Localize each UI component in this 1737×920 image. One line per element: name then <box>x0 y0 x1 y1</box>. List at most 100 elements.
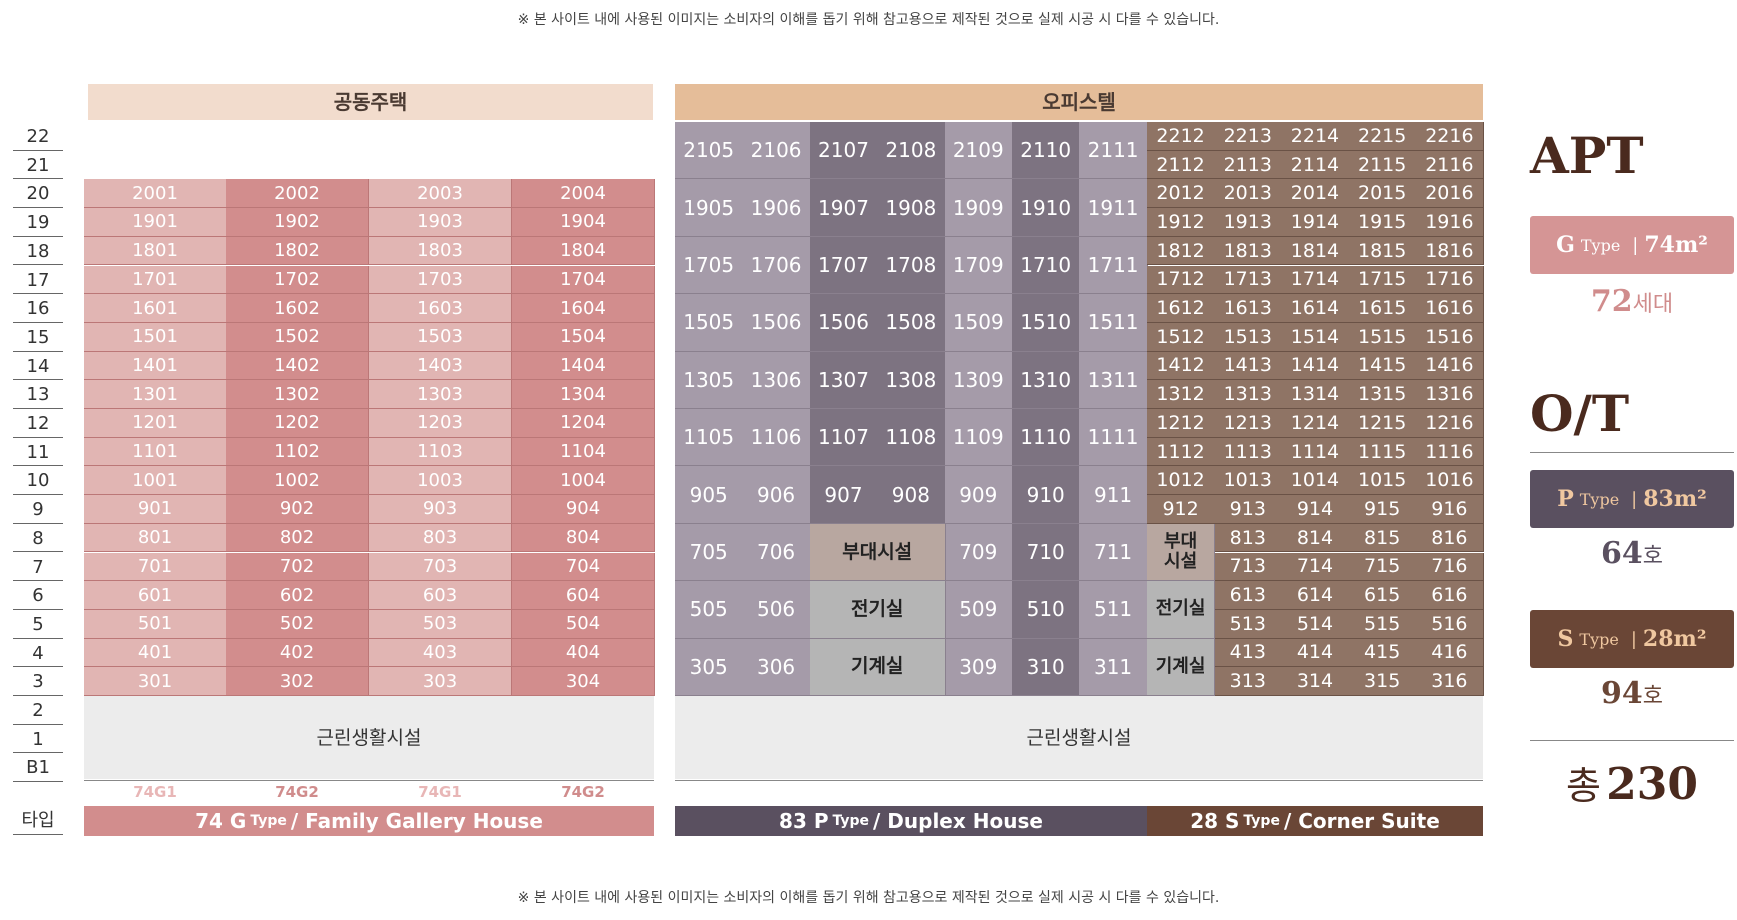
apt-unit-cell: 1403 <box>369 351 512 381</box>
ot-duplex-unit: 2107 <box>809 122 879 180</box>
ot-suite-unit: 1812 <box>1147 236 1216 266</box>
ot-duplex-unit: 1707 <box>809 236 879 295</box>
ot-suite-unit: 1614 <box>1281 294 1350 323</box>
ot-suite-unit: 816 <box>1415 523 1484 553</box>
ot-duplex-unit: 2111 <box>1079 122 1148 180</box>
apt-unit-cell: 901 <box>84 495 227 524</box>
ot-suite-unit: 2215 <box>1348 122 1417 151</box>
ot-facility: 전기실 <box>809 581 946 639</box>
apt-unit-cell: 1103 <box>369 437 512 467</box>
apt-unit-cell: 1701 <box>84 265 227 295</box>
g-badge-letter: G <box>1556 232 1575 258</box>
apt-unit-cell: 2002 <box>226 179 369 209</box>
p-count-num: 64 <box>1601 536 1643 571</box>
ot-duplex-unit: 1511 <box>1079 294 1148 352</box>
ot-duplex-unit: 1107 <box>809 409 879 467</box>
ot-duplex-unit: 311 <box>1079 638 1148 696</box>
floor-label: 16 <box>13 294 63 323</box>
ot-suite-unit: 514 <box>1281 609 1350 639</box>
ot-suite-unit: 1013 <box>1214 466 1283 496</box>
ot-suite-unit: 416 <box>1415 638 1484 668</box>
apt-unit-cell: 403 <box>369 638 512 668</box>
apt-unit-cell: 1304 <box>512 380 655 409</box>
ot-duplex-unit: 506 <box>742 581 811 639</box>
ot-divider <box>675 780 1483 781</box>
ot-suite-unit: 1416 <box>1415 351 1484 381</box>
apt-unit-cell: 1904 <box>512 208 655 237</box>
ot-duplex-unit: 2105 <box>675 122 744 180</box>
apt-unit-cell: 603 <box>369 581 512 610</box>
ot-suite-unit: 2112 <box>1147 150 1216 180</box>
ot-duplex-unit: 1305 <box>675 351 744 409</box>
p-type-badge: P Type | 83m² <box>1530 470 1734 528</box>
ot-suite-unit: 1414 <box>1281 351 1350 381</box>
ot-suite-unit: 713 <box>1214 552 1283 582</box>
ot-suite-facility: 기계실 <box>1147 638 1216 696</box>
ot-suite-unit: 1014 <box>1281 466 1350 496</box>
apt-unit-cell: 1404 <box>512 351 655 381</box>
p-type-rest: / Duplex House <box>873 809 1043 833</box>
ot-suite-unit: 1514 <box>1281 322 1350 352</box>
ot-suite-unit: 314 <box>1281 667 1350 696</box>
ot-duplex-unit: 710 <box>1012 523 1081 582</box>
ot-title: O/T <box>1530 384 1630 443</box>
apt-unit-cell: 902 <box>226 495 369 524</box>
floor-label: 6 <box>13 581 63 610</box>
apt-unit-cell: 1603 <box>369 294 512 323</box>
ot-duplex-unit: 910 <box>1012 466 1081 524</box>
total-count: 총 230 <box>1530 755 1734 810</box>
ot-duplex-unit: 905 <box>675 466 744 524</box>
apt-unit-cell: 2003 <box>369 179 512 209</box>
ot-suite-unit: 1113 <box>1214 437 1283 467</box>
ot-suite-unit: 1312 <box>1147 380 1216 409</box>
g-count-num: 72 <box>1590 284 1633 319</box>
apt-unit-cell: 304 <box>512 667 655 696</box>
ot-duplex-unit: 1110 <box>1012 409 1081 467</box>
apt-unit-cell: 2001 <box>84 179 227 209</box>
apt-unit-cell: 1302 <box>226 380 369 409</box>
ot-suite-unit: 1112 <box>1147 437 1216 467</box>
ot-suite-unit: 1016 <box>1415 466 1484 496</box>
floor-label: 20 <box>13 179 63 209</box>
s-type-rest: / Corner Suite <box>1283 809 1440 833</box>
ot-suite-unit: 715 <box>1348 552 1417 582</box>
apt-type-rest: / Family Gallery House <box>290 809 543 833</box>
apt-column-type: 74G1 <box>418 783 462 801</box>
ot-duplex-unit: 1311 <box>1079 351 1148 409</box>
ot-duplex-unit: 1910 <box>1012 179 1081 237</box>
ot-facility: 부대시설 <box>809 523 946 582</box>
ot-duplex-unit: 1709 <box>944 236 1013 295</box>
ot-suite-unit: 316 <box>1415 667 1484 696</box>
apt-unit-cell: 1803 <box>369 236 512 266</box>
ot-suite-unit: 916 <box>1415 495 1484 524</box>
ot-suite-unit: 1114 <box>1281 437 1350 467</box>
ot-suite-unit: 315 <box>1348 667 1417 696</box>
ot-duplex-unit: 1906 <box>742 179 811 237</box>
ot-duplex-unit: 909 <box>944 466 1013 524</box>
apt-unit-cell: 702 <box>226 552 369 582</box>
apt-unit-cell: 1804 <box>512 236 655 266</box>
apt-unit-cell: 402 <box>226 638 369 668</box>
apt-unit-cell: 1601 <box>84 294 227 323</box>
apt-unit-cell: 1303 <box>369 380 512 409</box>
ot-duplex-unit: 1907 <box>809 179 879 237</box>
ot-suite-facility: 전기실 <box>1147 581 1216 639</box>
ot-suite-unit: 2116 <box>1415 150 1484 180</box>
ot-suite-unit: 1214 <box>1281 409 1350 438</box>
ot-duplex-unit: 1106 <box>742 409 811 467</box>
ot-suite-unit: 1212 <box>1147 409 1216 438</box>
ot-suite-unit: 1315 <box>1348 380 1417 409</box>
ot-suite-unit: 1516 <box>1415 322 1484 352</box>
ot-suite-unit: 1012 <box>1147 466 1216 496</box>
ot-suite-unit: 813 <box>1214 523 1283 553</box>
floor-label: 15 <box>13 323 63 352</box>
ot-suite-unit: 414 <box>1281 638 1350 668</box>
apt-unit-cell: 1204 <box>512 409 655 438</box>
ot-suite-unit: 2114 <box>1281 150 1350 180</box>
ot-duplex-unit: 907 <box>809 466 879 524</box>
ot-suite-unit: 1512 <box>1147 322 1216 352</box>
ot-duplex-unit: 1309 <box>944 351 1013 409</box>
ot-suite-unit: 1916 <box>1415 208 1484 237</box>
ot-suite-unit: 413 <box>1214 638 1283 668</box>
apt-unit-cell: 1402 <box>226 351 369 381</box>
